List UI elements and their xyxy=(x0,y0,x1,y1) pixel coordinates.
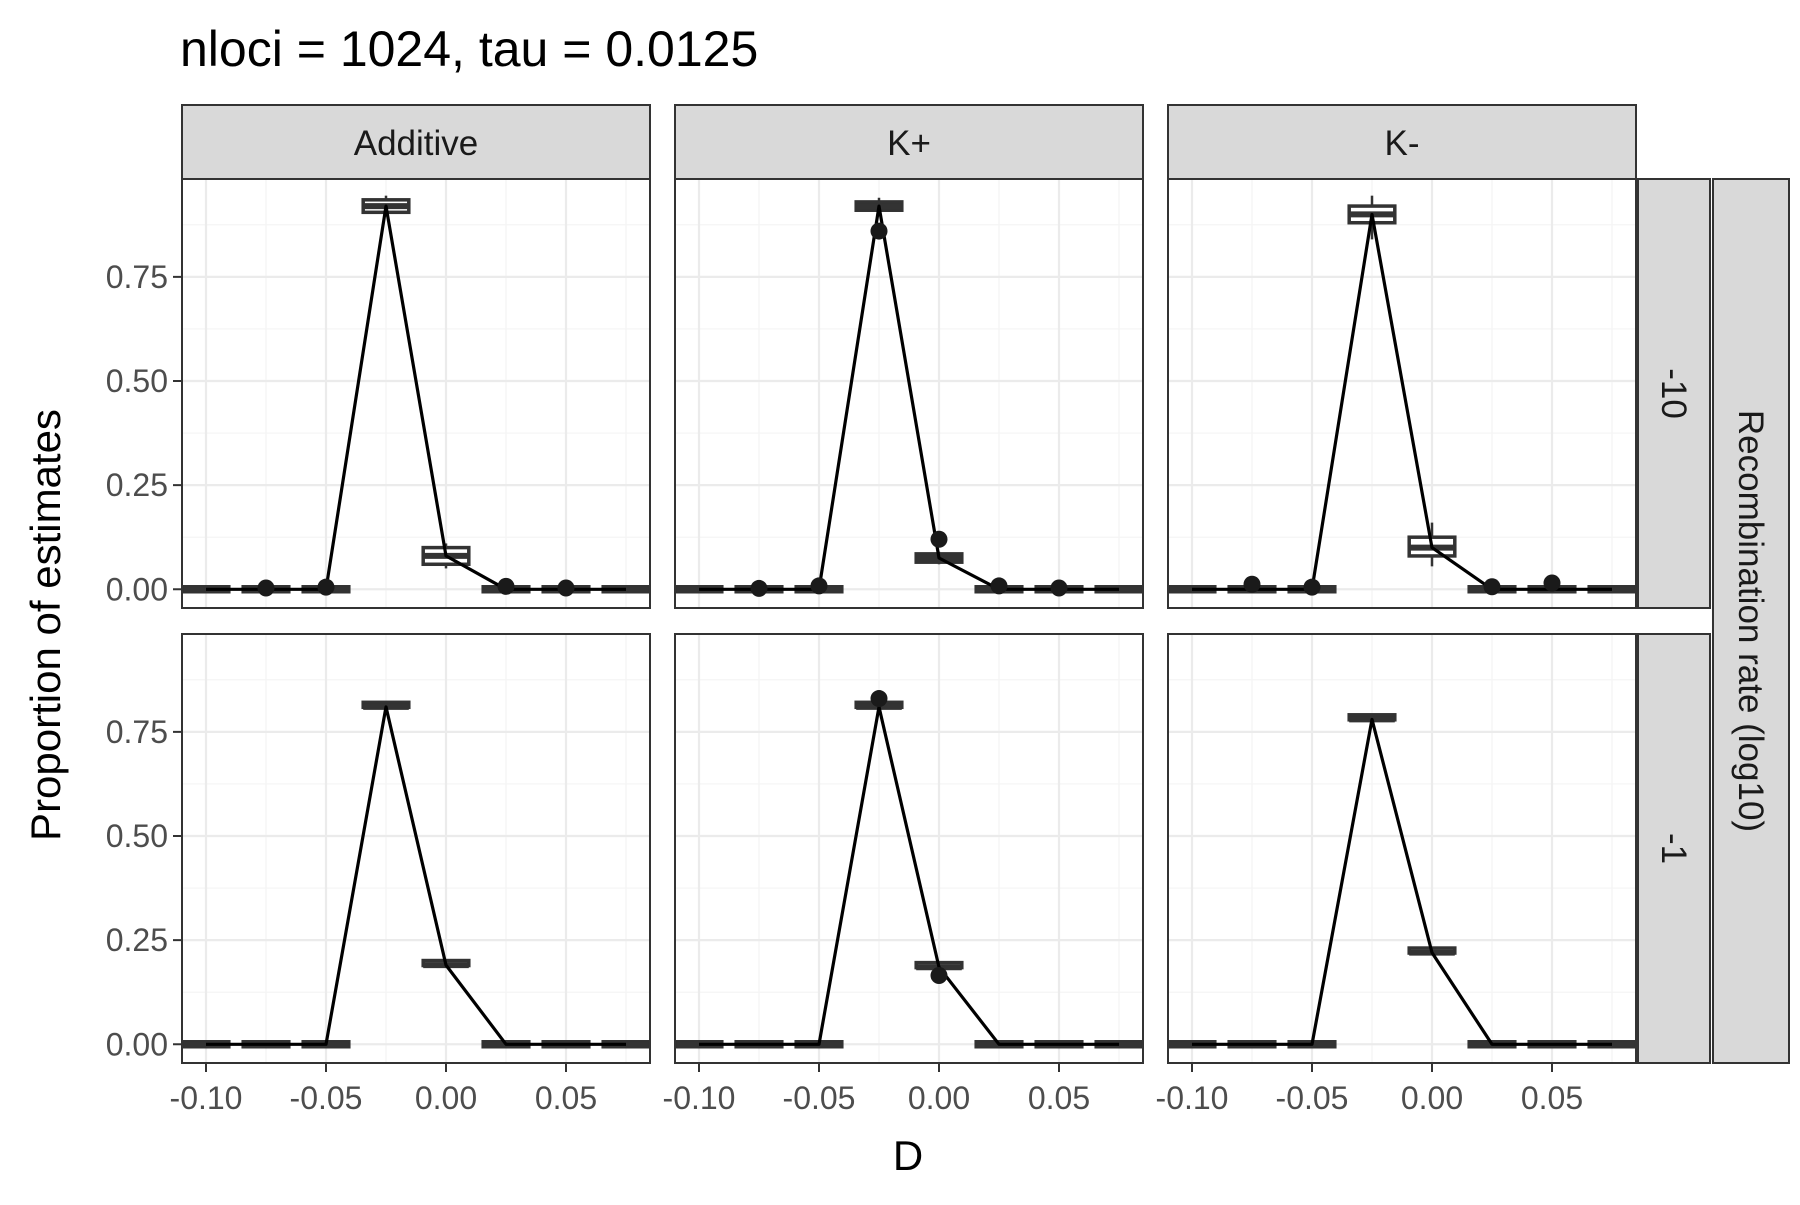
outlier-point xyxy=(990,577,1008,595)
outlier-point xyxy=(1050,579,1068,597)
series-line xyxy=(699,204,1119,591)
panel-background xyxy=(675,634,1143,1063)
panels-layer: Additive K+ K- -10 -1 Recombination rate (log… xyxy=(106,104,1790,1116)
panel-background xyxy=(1168,179,1636,608)
outlier-point xyxy=(317,578,335,596)
outlier-point xyxy=(810,577,828,595)
panel-K---10 xyxy=(1167,178,1637,609)
y-axis-label: Proportion of estimates xyxy=(22,409,69,841)
panel-Additive--1: 0.00 0.25 0.50 0.75 -0.10 -0.05 0.00 0.05 xyxy=(106,633,651,1116)
panel-border xyxy=(181,178,651,609)
panel-background xyxy=(1168,634,1636,1063)
outer-strip xyxy=(1712,178,1790,1064)
y-tick-label: 0.50 xyxy=(106,363,168,399)
y-tick-label: 0.00 xyxy=(106,1026,168,1062)
column-strip xyxy=(674,104,1144,180)
panel-border xyxy=(674,633,1144,1064)
x-tick-label: 0.00 xyxy=(908,1080,970,1116)
x-tick-label: -0.05 xyxy=(783,1080,856,1116)
y-tick-label: 0.75 xyxy=(106,714,168,750)
x-tick-label: 0.00 xyxy=(1401,1080,1463,1116)
x-tick-label: 0.00 xyxy=(415,1080,477,1116)
outlier-point xyxy=(497,577,515,595)
outlier-point xyxy=(1243,575,1261,593)
x-tick-label: -0.05 xyxy=(1276,1080,1349,1116)
panel-K---1: -0.10 -0.05 0.00 0.05 xyxy=(1156,633,1637,1116)
panel-K+--1: -0.10 -0.05 0.00 0.05 xyxy=(663,633,1144,1116)
x-tick-label: -0.10 xyxy=(663,1080,736,1116)
x-tick-label: -0.10 xyxy=(1156,1080,1229,1116)
row-strip xyxy=(1637,633,1711,1064)
x-tick-label: 0.05 xyxy=(535,1080,597,1116)
row-strip-label: -10 xyxy=(1654,368,1693,419)
row-strip-label: -1 xyxy=(1654,833,1693,864)
x-axis-label: D xyxy=(893,1132,923,1179)
column-strip xyxy=(181,104,651,180)
panel-border xyxy=(181,633,651,1064)
x-tick-label: -0.10 xyxy=(170,1080,243,1116)
panel-background xyxy=(182,634,650,1063)
panel-background xyxy=(675,179,1143,608)
outlier-point xyxy=(750,579,768,597)
column-strip-label: K+ xyxy=(887,124,931,163)
outlier-point xyxy=(1483,578,1501,596)
outer-strip-label: Recombination rate (log10) xyxy=(1731,410,1770,832)
series-line xyxy=(206,204,626,591)
outlier-point xyxy=(870,690,888,708)
x-tick-label: 0.05 xyxy=(1028,1080,1090,1116)
panel-background xyxy=(182,179,650,608)
row-strip xyxy=(1637,178,1711,609)
y-tick-label: 0.50 xyxy=(106,818,168,854)
series-line xyxy=(699,705,1119,1046)
outlier-point xyxy=(1303,578,1321,596)
panel-Additive--10: 0.00 0.25 0.50 0.75 xyxy=(106,178,651,609)
outlier-point xyxy=(1543,574,1561,592)
y-tick-label: 0.00 xyxy=(106,571,168,607)
x-tick-label: 0.05 xyxy=(1521,1080,1583,1116)
column-strip-label: Additive xyxy=(354,124,479,163)
panel-K+--10 xyxy=(674,178,1144,609)
outlier-point xyxy=(257,579,275,597)
panel-border xyxy=(1167,633,1637,1064)
column-strip-label: K- xyxy=(1385,124,1420,163)
y-tick-label: 0.25 xyxy=(106,467,168,503)
series-line xyxy=(1192,717,1612,1046)
outlier-point xyxy=(870,222,888,240)
column-strip xyxy=(1167,104,1637,180)
panel-border xyxy=(1167,178,1637,609)
outlier-point xyxy=(930,530,948,548)
series-line xyxy=(206,705,626,1046)
y-tick-label: 0.75 xyxy=(106,259,168,295)
y-tick-label: 0.25 xyxy=(106,922,168,958)
panel-border xyxy=(674,178,1144,609)
chart-title: nloci = 1024, tau = 0.0125 xyxy=(180,21,758,77)
series-line xyxy=(1192,212,1612,591)
outlier-point xyxy=(930,967,948,985)
x-tick-label: -0.05 xyxy=(290,1080,363,1116)
outlier-point xyxy=(557,579,575,597)
